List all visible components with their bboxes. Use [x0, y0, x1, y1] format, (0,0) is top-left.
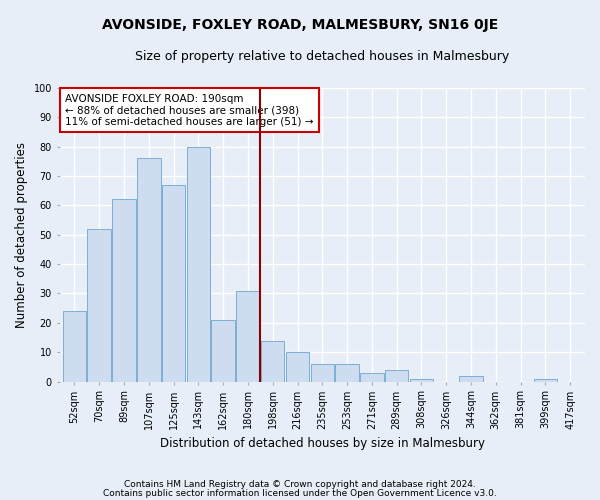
Bar: [211, 320, 235, 382]
Bar: [62, 311, 86, 382]
Bar: [286, 352, 309, 382]
X-axis label: Distribution of detached houses by size in Malmesbury: Distribution of detached houses by size …: [160, 437, 485, 450]
Y-axis label: Number of detached properties: Number of detached properties: [15, 142, 28, 328]
Bar: [187, 146, 210, 382]
Title: Size of property relative to detached houses in Malmesbury: Size of property relative to detached ho…: [135, 50, 509, 63]
Bar: [459, 376, 483, 382]
Bar: [410, 378, 433, 382]
Bar: [137, 158, 161, 382]
Bar: [335, 364, 359, 382]
Bar: [112, 200, 136, 382]
Bar: [311, 364, 334, 382]
Text: Contains HM Land Registry data © Crown copyright and database right 2024.: Contains HM Land Registry data © Crown c…: [124, 480, 476, 489]
Bar: [261, 340, 284, 382]
Bar: [162, 185, 185, 382]
Bar: [88, 229, 111, 382]
Bar: [533, 378, 557, 382]
Bar: [360, 373, 383, 382]
Text: Contains public sector information licensed under the Open Government Licence v3: Contains public sector information licen…: [103, 490, 497, 498]
Bar: [385, 370, 409, 382]
Text: AVONSIDE FOXLEY ROAD: 190sqm
← 88% of detached houses are smaller (398)
11% of s: AVONSIDE FOXLEY ROAD: 190sqm ← 88% of de…: [65, 94, 313, 127]
Text: AVONSIDE, FOXLEY ROAD, MALMESBURY, SN16 0JE: AVONSIDE, FOXLEY ROAD, MALMESBURY, SN16 …: [102, 18, 498, 32]
Bar: [236, 290, 260, 382]
